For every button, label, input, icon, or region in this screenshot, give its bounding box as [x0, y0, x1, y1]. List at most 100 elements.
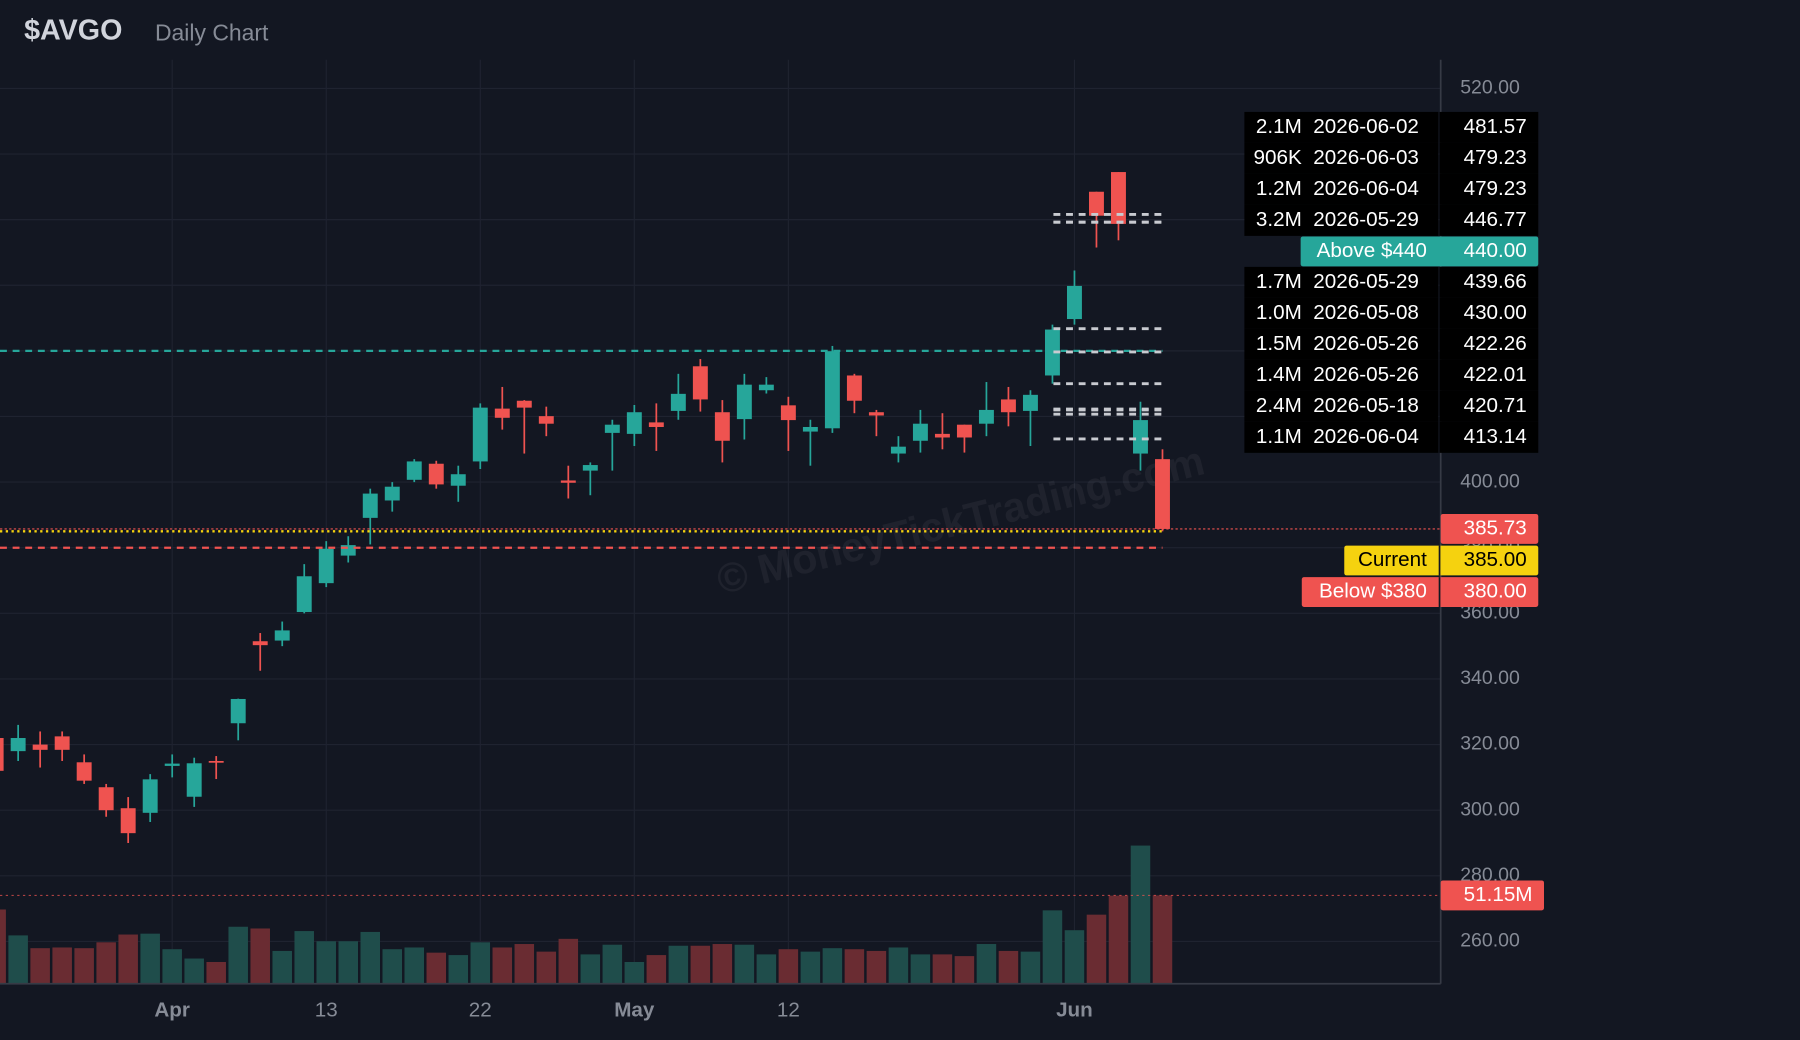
- x-tick-label: May: [614, 999, 655, 1022]
- volume-bar: [162, 949, 182, 984]
- candle-body: [1022, 394, 1038, 411]
- alert-label-box: [1301, 577, 1539, 607]
- volume-bar: [976, 944, 997, 984]
- candle-body: [1155, 459, 1170, 529]
- level-price: 479.23: [1464, 146, 1527, 169]
- alert-price: 380.00: [1464, 580, 1527, 603]
- volume-bar: [1042, 910, 1063, 984]
- level-volume: 906K: [1254, 146, 1302, 169]
- alert-label: Below $380: [1319, 580, 1427, 603]
- volume-bar: [844, 949, 865, 984]
- level-price-box: [1439, 142, 1539, 174]
- x-tick-label: Apr: [154, 999, 190, 1022]
- candle-body: [626, 412, 642, 434]
- volume-bar: [338, 941, 359, 984]
- volume-bar: [426, 952, 447, 984]
- level-label-box: [1244, 328, 1439, 360]
- level-price: 439.66: [1464, 270, 1527, 293]
- level-label-box: [1244, 204, 1439, 236]
- candle-body: [736, 384, 752, 420]
- candle-body: [32, 744, 48, 750]
- volume-bar: [536, 951, 557, 984]
- y-tick-label: 340.00: [1460, 667, 1520, 689]
- level-price-box: [1439, 266, 1539, 298]
- plot: [0, 172, 1441, 984]
- level-volume: 1.7M: [1256, 270, 1302, 293]
- level-volume: 1.2M: [1256, 177, 1302, 200]
- volume-bar: [272, 950, 292, 984]
- volume-bar: [800, 951, 821, 984]
- candle-body: [120, 808, 136, 834]
- level-price-box: [1439, 328, 1539, 360]
- level-volume: 1.4M: [1256, 363, 1302, 386]
- volume-bar: [712, 944, 733, 984]
- x-tick-label: 22: [469, 999, 492, 1022]
- candle-body: [802, 426, 818, 432]
- volume-bar: [1130, 845, 1151, 984]
- candle-body: [934, 433, 950, 438]
- candle-body: [296, 576, 312, 613]
- candle-body: [98, 787, 114, 811]
- candle-body: [824, 351, 840, 429]
- level-volume: 3.2M: [1256, 208, 1302, 231]
- level-price-box: [1439, 204, 1539, 236]
- candle-body: [1044, 329, 1060, 376]
- level-volume: 1.0M: [1256, 301, 1302, 324]
- candle-body: [692, 366, 708, 400]
- chart-title: $AVGO: [24, 15, 122, 47]
- level-date: 2026-06-03: [1313, 146, 1419, 169]
- volume-bar: [1108, 895, 1129, 984]
- candle-body: [428, 463, 444, 485]
- volume-bar: [910, 954, 931, 984]
- volume-bar: [8, 935, 28, 984]
- volume-bar: [294, 931, 314, 984]
- level-price: 422.01: [1464, 363, 1527, 386]
- candle-body: [978, 409, 994, 424]
- candle-body: [76, 762, 92, 781]
- candle-body: [780, 405, 796, 421]
- volume-bar: [624, 961, 645, 984]
- last-volume-box: [1440, 880, 1545, 911]
- volume-bar: [0, 909, 6, 984]
- volume-bar: [74, 948, 94, 984]
- candle-body: [1111, 172, 1126, 224]
- candle-body: [494, 408, 510, 418]
- candle-body: [912, 423, 928, 441]
- alert-label: Above $440: [1317, 239, 1427, 262]
- volume-bar: [866, 950, 887, 984]
- volume-bar: [140, 933, 160, 984]
- volume-bar: [778, 949, 799, 984]
- level-volume: 2.4M: [1256, 394, 1302, 417]
- candle-body: [186, 763, 202, 797]
- level-label-box: [1244, 266, 1439, 298]
- volume-bar: [954, 956, 975, 984]
- candle-body: [450, 474, 466, 486]
- candle-body: [208, 760, 224, 763]
- volume-bar: [184, 958, 204, 984]
- level-price-box: [1439, 359, 1539, 391]
- candle-body: [670, 393, 686, 411]
- candle-body: [1089, 191, 1104, 216]
- candle-body: [142, 779, 158, 813]
- volume-bar: [382, 949, 403, 984]
- volume-bar: [228, 926, 248, 984]
- level-date: 2026-05-29: [1313, 208, 1419, 231]
- volume-bar: [756, 954, 777, 984]
- candle-body: [472, 407, 488, 462]
- level-price: 481.57: [1464, 115, 1527, 138]
- level-label-box: [1244, 142, 1439, 174]
- level-date: 2026-05-26: [1313, 332, 1419, 355]
- volume-bar: [316, 941, 336, 984]
- volume-bar: [932, 954, 953, 984]
- volume-bar: [580, 954, 601, 984]
- candle-body: [252, 641, 268, 646]
- level-date: 2026-06-04: [1313, 425, 1419, 448]
- alert-price: 385.00: [1464, 548, 1527, 571]
- y-tick-label: 360.00: [1460, 601, 1520, 623]
- level-volume: 1.1M: [1256, 425, 1302, 448]
- candle-body: [560, 480, 576, 483]
- candle-body: [890, 446, 906, 454]
- candle-body: [1066, 285, 1082, 320]
- level-date: 2026-06-02: [1313, 115, 1419, 138]
- candle-body: [10, 738, 26, 752]
